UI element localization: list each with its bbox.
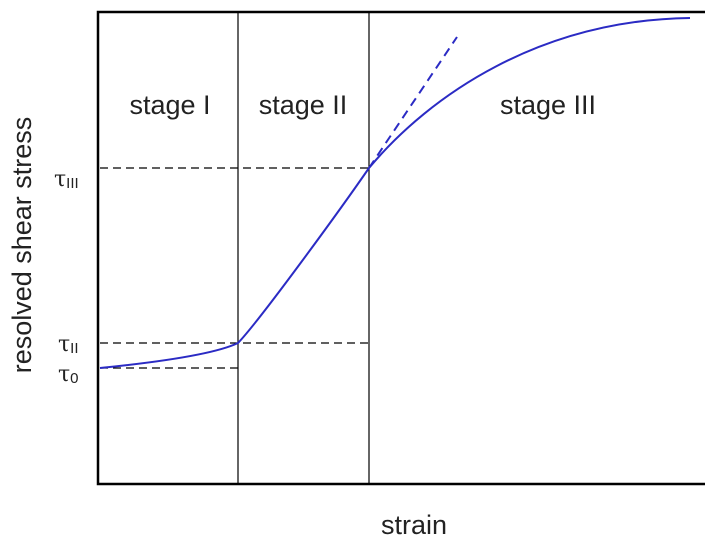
tau-symbol: τ: [58, 362, 70, 387]
tau-subscript: III: [66, 175, 79, 192]
stage-label: stage I: [129, 90, 210, 120]
tau-subscript: II: [70, 340, 78, 357]
level-label: τII: [58, 332, 79, 357]
frame: [96, 10, 705, 486]
extrapolation: [368, 36, 458, 169]
level-label: τ0: [58, 362, 79, 387]
stage-label: stage II: [259, 90, 348, 120]
tau-symbol: τ: [58, 332, 70, 357]
tau-subscript: 0: [70, 370, 78, 387]
stress-strain-curve: [99, 17, 691, 369]
x-axis-label: strain: [381, 510, 447, 540]
tau-symbol: τ: [54, 167, 66, 192]
stage-label: stage III: [500, 90, 596, 120]
y-axis-label: resolved shear stress: [7, 117, 37, 374]
level-label: τIII: [54, 167, 79, 192]
